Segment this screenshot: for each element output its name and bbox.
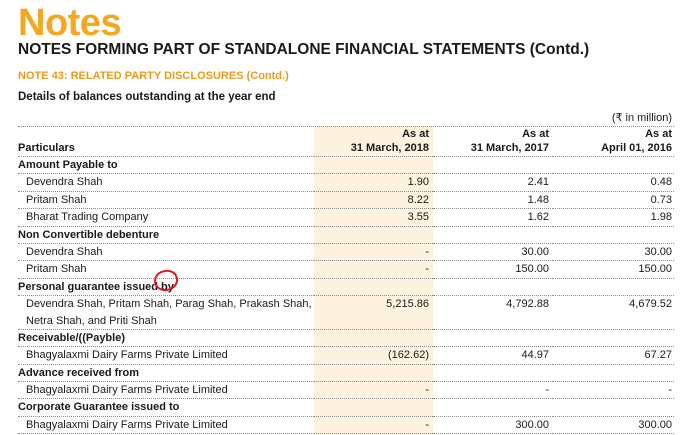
value-2018: [314, 226, 433, 244]
row-label: Bhagyalaxmi Dairy Farms Private Limited: [18, 416, 314, 435]
value-2016: 0.73: [553, 191, 674, 210]
value-2017: [433, 156, 553, 175]
value-2018: -: [314, 260, 433, 279]
value-2017: 30.00: [433, 243, 553, 262]
value-2016: [553, 329, 674, 348]
value-2017: [433, 364, 553, 383]
column-date-2017: 31 March, 2017: [470, 142, 549, 154]
row-label: Devendra Shah: [18, 173, 314, 192]
value-2016: [553, 364, 674, 383]
value-2017: [433, 278, 553, 297]
table-row: Netra Shah, and Priti Shah: [18, 312, 674, 330]
value-2018: 3.55: [314, 208, 433, 227]
balances-table: (₹ in million) Particulars As at 31 March…: [18, 110, 674, 435]
value-2017: 1.62: [433, 208, 553, 227]
header-divider: [18, 126, 674, 127]
value-2016: [553, 398, 674, 417]
value-2016: [553, 278, 674, 297]
row-label: Pritam Shah: [18, 260, 314, 279]
value-2018: -: [314, 243, 433, 262]
value-2017: [433, 312, 553, 330]
as-at-label: As at: [645, 128, 672, 140]
section-label: Receivable/((Payble): [18, 329, 314, 348]
column-header-2018: As at 31 March, 2018: [314, 126, 433, 157]
section-row: Advance received from: [18, 364, 674, 383]
particulars-header: Particulars: [18, 126, 314, 157]
row-label: Netra Shah, and Priti Shah: [18, 312, 314, 330]
table-row: Devendra Shah, Pritam Shah, Parag Shah, …: [18, 296, 674, 313]
value-2018: -: [314, 416, 433, 435]
table-row: Bhagyalaxmi Dairy Farms Private Limited -…: [18, 416, 674, 435]
value-2016: [553, 156, 674, 175]
section-label: Amount Payable to: [18, 156, 314, 175]
as-at-label: As at: [522, 128, 549, 140]
table-row: Devendra Shah -30.00 30.00: [18, 243, 674, 262]
page-subtitle: NOTES FORMING PART OF STANDALONE FINANCI…: [18, 41, 590, 58]
row-label: Bharat Trading Company: [18, 208, 314, 227]
section-row: Non Convertible debenture: [18, 226, 674, 244]
note-title: NOTE 43: RELATED PARTY DISCLOSURES (Cont…: [18, 70, 289, 82]
value-2016: 0.48: [553, 173, 674, 192]
page-title: Notes: [18, 2, 122, 44]
value-2018: [314, 398, 433, 417]
value-2016: 300.00: [553, 416, 674, 435]
value-2016: 30.00: [553, 243, 674, 262]
value-2018: 1.90: [314, 173, 433, 192]
value-2017: 150.00: [433, 260, 553, 279]
table-row: Pritam Shah 8.22 1.48 0.73: [18, 191, 674, 210]
value-2016: [553, 312, 674, 330]
value-2017: 44.97: [433, 346, 553, 365]
value-2018: [314, 329, 433, 348]
table-row: Bhagyalaxmi Dairy Farms Private Limited(…: [18, 346, 674, 365]
section-label: Personal guarantee issued by: [18, 278, 314, 297]
row-label: Devendra Shah, Pritam Shah, Parag Shah, …: [26, 298, 312, 311]
column-date-2016: April 01, 2016: [601, 142, 672, 154]
value-2018: [314, 278, 433, 297]
value-2016: 1.98: [553, 208, 674, 227]
row-label: Devendra Shah: [18, 243, 314, 262]
value-2018: [314, 312, 433, 330]
value-2017: [433, 226, 553, 244]
value-2017: [433, 398, 553, 417]
value-2017: [433, 329, 553, 348]
value-2017: -: [433, 381, 553, 400]
row-label: Bhagyalaxmi Dairy Farms Private Limited: [18, 381, 314, 400]
column-header-2016: As at April 01, 2016: [553, 126, 674, 157]
value-2018: [314, 156, 433, 175]
section-row: Amount Payable to: [18, 156, 674, 175]
value-2018: (162.62): [314, 346, 433, 365]
value-2017: 4,792.88: [506, 298, 549, 311]
value-2016: 150.00: [553, 260, 674, 279]
row-label: Bhagyalaxmi Dairy Farms Private Limited: [18, 346, 314, 365]
table-header-row: Particulars As at 31 March, 2018 As at 31 …: [18, 126, 674, 157]
value-2018: [314, 364, 433, 383]
value-2018: -: [314, 381, 433, 400]
value-2017: 2.41: [433, 173, 553, 192]
value-2016: [553, 226, 674, 244]
section-row: Personal guarantee issued by: [18, 278, 674, 297]
value-2017: 300.00: [433, 416, 553, 435]
details-heading: Details of balances outstanding at the y…: [18, 91, 276, 103]
value-2018: 8.22: [314, 191, 433, 210]
section-label: Corporate Guarantee issued to: [18, 398, 314, 417]
as-at-label: As at: [402, 128, 429, 140]
table-row: Bhagyalaxmi Dairy Farms Private Limited -…: [18, 381, 674, 400]
section-row: Receivable/((Payble): [18, 329, 674, 348]
table-row: Pritam Shah -150.00 150.00: [18, 260, 674, 279]
row-label: Pritam Shah: [18, 191, 314, 210]
section-label: Advance received from: [18, 364, 314, 383]
unit-row: (₹ in million): [18, 110, 674, 126]
unit-label: (₹ in million): [611, 112, 672, 124]
value-2017: 1.48: [433, 191, 553, 210]
column-header-2017: As at 31 March, 2017: [433, 126, 553, 157]
value-2018: 5,215.86: [386, 298, 429, 311]
column-date-2018: 31 March, 2018: [350, 142, 429, 154]
section-row: Corporate Guarantee issued to: [18, 398, 674, 417]
value-2016: -: [553, 381, 674, 400]
table-row: Bharat Trading Company 3.55 1.62 1.98: [18, 208, 674, 227]
value-2016: 67.27: [553, 346, 674, 365]
section-label: Non Convertible debenture: [18, 226, 314, 244]
value-2016: 4,679.52: [629, 298, 672, 311]
table-row: Devendra Shah 1.90 2.41 0.48: [18, 173, 674, 192]
